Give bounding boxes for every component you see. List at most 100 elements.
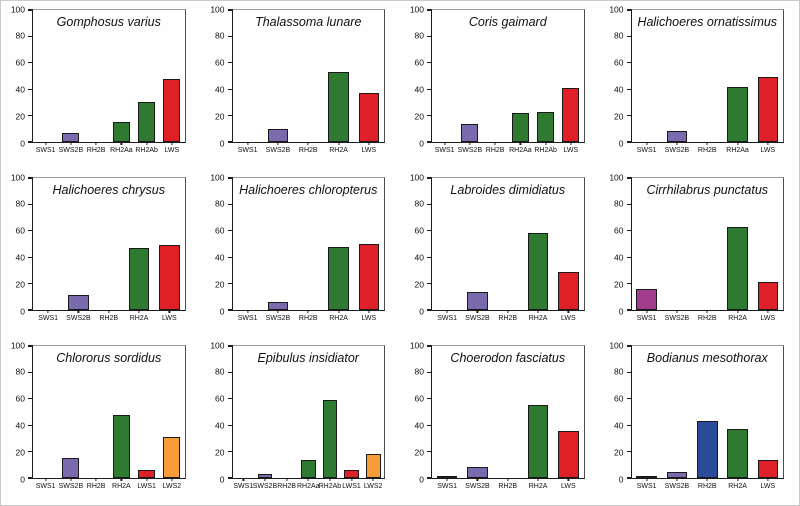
x-tick-label: LWS [561,315,576,322]
bar [344,470,359,478]
bar [365,453,381,478]
x-tick-label: SWS1 [636,483,657,490]
y-axis: 0 20 40 60 80 100 [1,341,30,483]
y-tick-label: 100 [609,3,624,14]
x-tick-label: SWS2B [58,483,84,490]
x-tick-label: LWS1 [342,483,361,490]
x-tick [329,478,331,481]
bar [328,72,349,142]
bar [300,459,316,478]
plot-area: SWS1 SWS2B RH2B RH2Aa RH2Ab LWS Coris gaimard [427,9,585,154]
plot-area: SWS1 SWS2B RH2B RH2Aa LWS Halichoeres ornatis… [626,9,784,154]
y-tick [626,283,632,285]
chart-title: Gomphosus varius [56,15,161,29]
x-tick [537,478,539,481]
y-tick-label: 40 [215,252,225,263]
y-tick [227,256,233,258]
x-tick-label: SWS2B [252,483,278,490]
y-tick-label: 40 [414,84,424,95]
bar [636,476,657,478]
chart-title: Chlororus sordidus [56,351,162,365]
y-tick [28,203,33,205]
y-tick-label: 40 [614,84,624,95]
bar [163,437,181,478]
x-tick [120,142,122,145]
y-tick-label: 20 [414,110,424,121]
y-tick-label: 0 [219,473,225,484]
y-tick [227,62,233,64]
x-tick-label: RH2A [112,483,131,490]
y-tick [28,424,33,426]
x-tick-label: RH2B [697,147,717,154]
x-tick [676,310,678,313]
x-tick [372,478,374,481]
chart-title: Coris gaimard [468,15,547,29]
y-tick-label: 40 [215,420,225,431]
y-tick-label: 0 [618,137,624,148]
x-tick [368,142,370,145]
bar [558,431,579,478]
bar [757,77,779,142]
y-tick [626,451,632,453]
plot-area: SWS1 SWS2B RH2B RH2A LWS Labroides dimidiatus [427,177,585,322]
y-tick [28,477,33,479]
x-tick [646,142,648,145]
x-tick [337,310,340,313]
y-tick-label: 100 [409,339,424,350]
x-tick-label: LWS [760,483,776,490]
x-tick [277,142,279,145]
x-tick [95,142,97,145]
y-tick-label: 20 [15,278,25,289]
plot-area: SWS1 SWS2B RH2B RH2A LWS Halichoeres chloropt… [227,177,385,322]
plot-area: SWS1 SWS2B RH2B RH2A LWS Choerodon fasciatus [427,345,585,490]
y-tick [28,177,33,179]
x-tick-label: RH2B [697,315,717,322]
chart-title: Halichoeres chrysus [52,183,166,197]
x-tick [247,310,249,313]
x-tick [646,478,648,481]
bar [322,400,338,478]
bar [666,131,688,142]
bar [757,281,779,310]
y-tick-label: 40 [414,420,424,431]
x-tick [519,142,521,145]
x-tick [146,142,148,145]
y-tick-label: 40 [215,84,225,95]
x-tick [95,478,97,481]
x-tick-label: RH2A [329,147,348,154]
x-tick-label: SWS2B [465,315,490,322]
y-tick [427,141,432,143]
y-tick-label: 80 [15,198,25,209]
y-tick [626,309,632,311]
y-tick [626,177,632,179]
y-tick [626,141,632,143]
y-axis: 0 20 40 60 80 100 [400,173,429,315]
y-axis: 0 20 40 60 80 100 [201,5,230,147]
x-tick [706,142,708,145]
bar [727,429,748,478]
chart-panel: 0 20 40 60 80 100 SWS1 SWS2B RH2B RH2Aa RH2Ab LWS Co… [400,1,600,169]
y-tick [427,477,432,479]
x-tick [646,310,648,313]
y-tick [227,9,233,11]
bar [727,86,748,142]
bar [159,244,180,310]
x-tick-label: LWS [361,147,377,154]
y-tick [227,345,233,347]
x-tick [507,478,509,481]
x-tick-label: SWS2B [66,315,91,322]
x-tick [307,142,309,145]
x-tick-label: RH2A [129,315,149,322]
y-tick-label: 40 [614,420,624,431]
y-tick [227,230,233,232]
y-tick-label: 0 [419,305,424,316]
chart-panel: 0 20 40 60 80 100 SWS1 SWS2B RH2B RH2Aa RH2Ab LWS1 L… [201,337,401,505]
chart-panel: 0 20 40 60 80 100 SWS1 SWS2B RH2B RH2Aa RH2Ab LWS Go… [1,1,201,169]
bar [461,123,479,142]
bar [511,112,529,142]
x-tick [242,478,244,481]
bar [267,302,289,310]
x-tick [567,478,569,481]
x-tick [171,142,173,145]
chart-panel: 0 20 40 60 80 100 SWS1 SWS2B RH2B RH2A LWS Halichoe… [1,169,201,337]
